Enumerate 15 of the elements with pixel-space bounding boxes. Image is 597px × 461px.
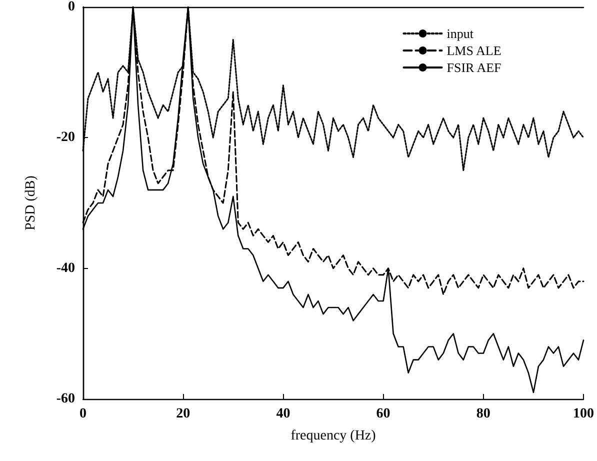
y-tick-label: -20	[56, 130, 75, 146]
y-tick-label: -40	[56, 260, 75, 276]
y-axis-title: PSD (dB)	[24, 175, 38, 230]
legend-label: LMS ALE	[446, 43, 502, 58]
x-tick-label: 20	[176, 406, 190, 422]
x-tick-label: 0	[80, 406, 86, 422]
y-tick-label: -60	[56, 392, 75, 406]
x-axis-title: frequency (Hz)	[290, 428, 376, 444]
x-tick-label: 60	[376, 406, 390, 422]
y-tick-label: 0	[68, 0, 75, 14]
x-tick-label: 100	[573, 406, 594, 422]
legend-label: FSIR AEF	[446, 60, 502, 75]
x-tick-label: 80	[476, 406, 490, 422]
legend-label: input	[446, 26, 474, 41]
x-tick-label: 40	[276, 406, 290, 422]
